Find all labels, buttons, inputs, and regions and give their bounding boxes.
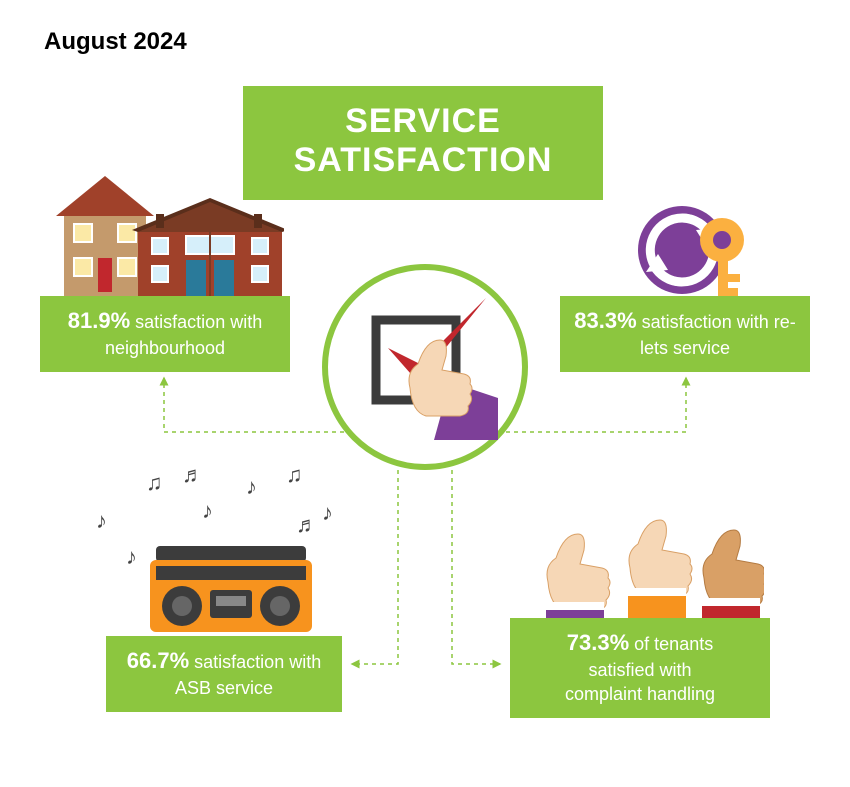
metric-complaints-pct: 73.3% [567,630,629,655]
metric-complaints-text3: complaint handling [565,684,715,704]
svg-text:♪: ♪ [246,474,257,499]
houses-icon [56,170,284,300]
metric-asb-text: satisfaction with ASB service [175,652,321,698]
svg-text:♬: ♬ [296,512,318,537]
svg-text:♪: ♪ [322,500,333,525]
metric-relets-pct: 83.3% [574,308,636,333]
metric-neighbourhood-pct: 81.9% [68,308,130,333]
svg-text:♬: ♬ [182,468,204,487]
svg-text:♪: ♪ [126,544,137,569]
metric-neighbourhood: 81.9% satisfaction with neighbourhood [40,296,290,372]
title-line-2: SATISFACTION [294,141,553,179]
metric-asb: 66.7% satisfaction with ASB service [106,636,342,712]
svg-text:♪: ♪ [202,498,213,523]
metric-complaints: 73.3% of tenants satisfied with complain… [510,618,770,718]
svg-text:♫: ♫ [286,468,303,487]
center-circle [322,264,528,470]
thumbs-up-trio-icon [528,510,764,626]
boombox-icon: ♪ ♫ ♪ ♬ ♪ ♫ ♪ ♬ ♪ [86,468,366,644]
title-box: SERVICE SATISFACTION [243,86,603,200]
title-line-1: SERVICE [345,102,501,140]
metric-complaints-text2: satisfied with [588,660,691,680]
relets-key-icon [636,204,756,304]
svg-text:♪: ♪ [96,508,107,533]
metric-relets: 83.3% satisfaction with re-lets service [560,296,810,372]
metric-relets-text: satisfaction with re-lets service [637,312,796,358]
date-label: August 2024 [44,28,187,56]
thumbs-up-check-icon [348,290,503,445]
metric-asb-pct: 66.7% [127,648,189,673]
metric-complaints-text1: of tenants [629,634,713,654]
svg-text:♫: ♫ [146,470,163,495]
